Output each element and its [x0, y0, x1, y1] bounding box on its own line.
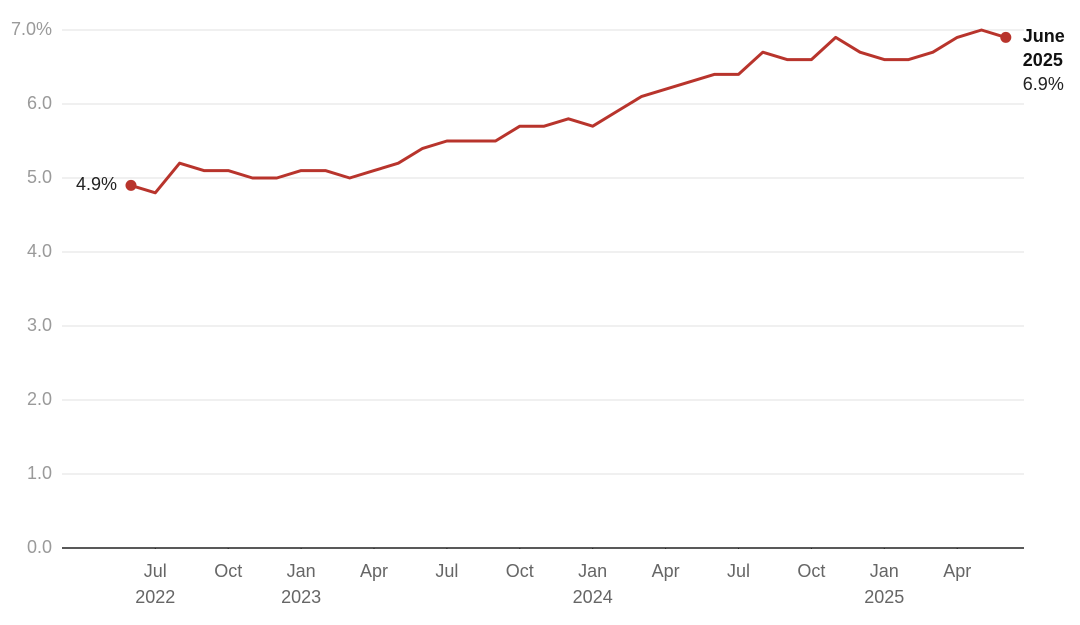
- x-tick-label: Jan: [287, 561, 316, 581]
- x-tick-label: Apr: [943, 561, 971, 581]
- value-label: 4.9%: [76, 174, 117, 194]
- y-tick-label: 7.0%: [11, 19, 52, 39]
- end-label: 2025: [1023, 50, 1063, 70]
- point: [1000, 31, 1012, 43]
- y-tick-label: 4.0: [27, 241, 52, 261]
- x-tick-label: Jul: [727, 561, 750, 581]
- x-tick-label: Jul: [435, 561, 458, 581]
- x-tick-label: Apr: [652, 561, 680, 581]
- y-tick-label: 2.0: [27, 389, 52, 409]
- y-tick-label: 6.0: [27, 93, 52, 113]
- line: [130, 28, 1007, 195]
- y-tick-label: 3.0: [27, 315, 52, 335]
- x-tick-label: 2022: [135, 587, 175, 607]
- y-tick-label: 0.0: [27, 537, 52, 557]
- x-tick-label: Oct: [797, 561, 825, 581]
- x-tick-label: Jul: [144, 561, 167, 581]
- point: [125, 179, 137, 191]
- x-tick-label: 2024: [573, 587, 613, 607]
- x-tick-label: Oct: [506, 561, 534, 581]
- y-tick-label: 5.0: [27, 167, 52, 187]
- end-label: June: [1023, 26, 1065, 46]
- x-tick-label: Apr: [360, 561, 388, 581]
- x-tick-label: 2023: [281, 587, 321, 607]
- y-tick-label: 1.0: [27, 463, 52, 483]
- x-tick-label: Jan: [578, 561, 607, 581]
- x-tick-label: Jan: [870, 561, 899, 581]
- x-tick-label: Oct: [214, 561, 242, 581]
- value-label: 6.9%: [1023, 74, 1064, 94]
- x-tick-label: 2025: [864, 587, 904, 607]
